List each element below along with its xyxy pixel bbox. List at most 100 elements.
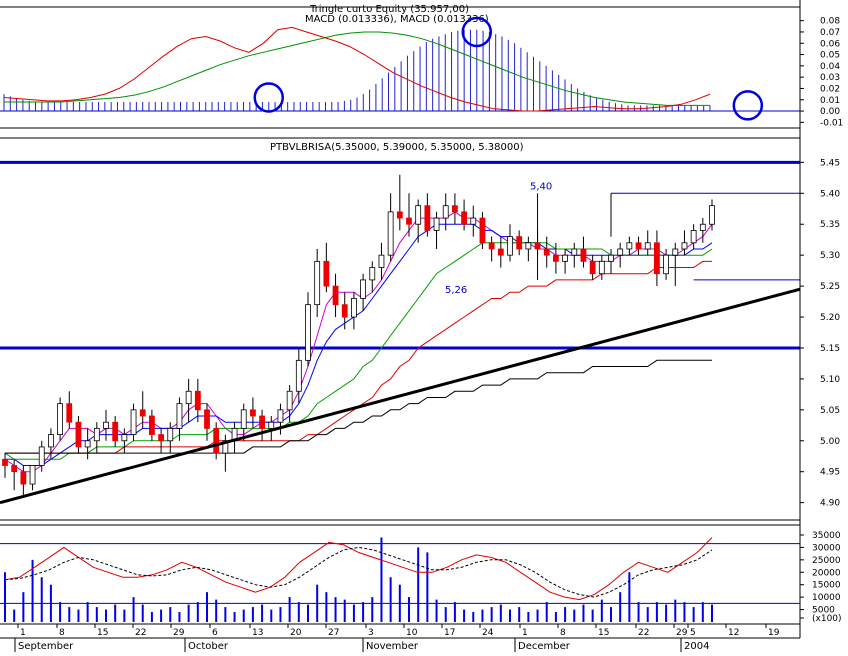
candle-body <box>672 248 679 256</box>
candle-body <box>295 359 302 392</box>
candle-body <box>66 403 73 423</box>
date-tick-label: 1 <box>522 628 528 638</box>
price-y-tick-label: 5.45 <box>820 158 840 168</box>
candle-body <box>580 248 587 262</box>
candle-body <box>103 421 109 429</box>
candle-body <box>516 236 523 250</box>
volume-y-tick-label: 30000 <box>812 543 841 553</box>
date-tick-label: 15 <box>97 628 108 638</box>
candle-body <box>259 415 265 429</box>
candle-body <box>589 260 596 275</box>
candle-body <box>194 390 201 411</box>
macd-circle-marker <box>253 82 284 113</box>
volume-y-tick-label: 15000 <box>812 581 841 591</box>
macd-line <box>3 26 711 112</box>
candle-body <box>626 242 633 250</box>
candle-body <box>20 471 27 485</box>
price-header: PTBVLBRISA(5.35000, 5.39000, 5.35000, 5.… <box>270 142 524 153</box>
candle-body <box>534 242 541 250</box>
candle-body <box>617 248 624 256</box>
candlesticks <box>2 174 715 497</box>
date-tick-label: 13 <box>252 628 263 638</box>
candle-body <box>158 434 164 442</box>
volume-panel: 35000 30000 25000 20000 15000 10000 5000(x100) <box>0 524 842 625</box>
candle-body <box>314 260 321 306</box>
date-tick-label: 8 <box>59 628 65 638</box>
candle-body <box>635 242 642 250</box>
candle-body <box>479 217 486 244</box>
candle-body <box>75 421 82 448</box>
candle-body <box>543 248 550 256</box>
candle-body <box>488 242 495 250</box>
candle-body <box>378 254 385 268</box>
candle-body <box>452 205 458 213</box>
candle-body <box>48 434 54 448</box>
candle-body <box>93 427 100 442</box>
macd-circle-marker <box>732 90 764 121</box>
price-y-tick-label: 4.95 <box>820 468 840 478</box>
date-tick-label: 20 <box>290 628 302 638</box>
candle-body <box>433 217 440 231</box>
macd-panel: Tringle curto Equity (35.957,00) MACD (0… <box>0 4 843 129</box>
price-y-tick-label: 5.35 <box>820 220 840 230</box>
candle-body <box>497 248 504 256</box>
volume-y-tick-label: 35000 <box>812 531 841 541</box>
candle-body <box>608 254 614 262</box>
candle-body <box>250 409 256 417</box>
macd-y-tick-label: 0.03 <box>820 73 840 83</box>
date-tick-label: 10 <box>406 628 418 638</box>
date-tick-label: 24 <box>482 628 494 638</box>
date-tick-label: 22 <box>135 628 146 638</box>
price-y-tick-label: 5.25 <box>820 282 840 292</box>
candle-body <box>149 415 155 435</box>
date-tick-label: 12 <box>728 628 739 638</box>
volume-bars <box>4 537 713 622</box>
candle-body <box>598 260 605 275</box>
date-tick-label: 29 <box>676 628 688 638</box>
macd-y-tick-label: 0.04 <box>820 62 840 72</box>
trendline <box>0 287 801 505</box>
macd-y-tick-label: -0.01 <box>820 118 843 128</box>
price-y-tick-label: 5.05 <box>820 406 840 416</box>
candle-body <box>699 223 706 231</box>
moving-average-ma21 <box>4 242 713 460</box>
price-panel: PTBVLBRISA(5.35000, 5.39000, 5.35000, 5.… <box>0 137 840 521</box>
date-tick-label: 8 <box>560 628 566 638</box>
date-tick-label: 22 <box>638 628 649 638</box>
date-axis: 1 8 15 22 29 6 13 20 27 3 10 17 24 1 8 15 22 29 5 12 19Septe… <box>0 624 800 652</box>
date-tick-label: 1 <box>20 628 26 638</box>
candle-body <box>644 242 651 250</box>
candle-body <box>681 242 688 250</box>
volume-y-tick-label: 25000 <box>812 556 841 566</box>
candle-body <box>406 217 412 225</box>
date-tick-label: 3 <box>368 628 374 638</box>
month-label: October <box>188 641 229 652</box>
date-tick-label: 15 <box>598 628 609 638</box>
month-label: September <box>18 641 74 652</box>
candle-body <box>222 440 229 454</box>
macd-y-tick-label: 0.07 <box>820 28 840 38</box>
candle-body <box>562 254 568 262</box>
candle-body <box>213 427 220 454</box>
price-y-tick-label: 5.40 <box>820 189 840 199</box>
candle-body <box>387 211 394 256</box>
macd-y-tick-label: 0.08 <box>820 17 840 27</box>
level-5-40-label: 5,40 <box>530 181 552 192</box>
price-y-axis: 5.45 5.40 5.35 5.30 5.25 5.20 5.15 5.10 5.05 5.00… <box>800 158 840 509</box>
volume-y-axis: 35000 30000 25000 20000 15000 10000 5000(x100) <box>800 531 842 624</box>
candle-body <box>323 260 330 287</box>
date-tick-label: 29 <box>173 628 185 638</box>
price-y-tick-label: 5.10 <box>820 375 840 385</box>
candle-body <box>351 298 357 318</box>
date-tick-label: 6 <box>212 628 218 638</box>
macd-circle-markers <box>253 16 764 121</box>
candle-body <box>709 205 715 225</box>
date-tick-label: 19 <box>768 628 780 638</box>
trendline-group <box>0 287 801 505</box>
candle-body <box>38 446 45 466</box>
candle-body <box>369 267 376 281</box>
stochastic-k-line <box>4 537 713 601</box>
